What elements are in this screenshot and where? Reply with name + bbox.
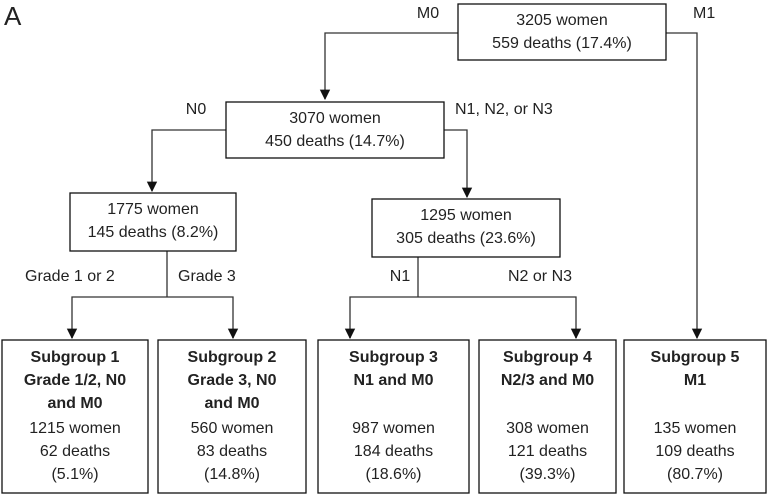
node-box bbox=[225, 101, 445, 159]
subgroup-title: Grade 1/2, N0 bbox=[24, 372, 126, 389]
arrow bbox=[319, 32, 458, 101]
subgroup-title: Subgroup 4 bbox=[503, 349, 592, 366]
subgroup-text: (18.6%) bbox=[365, 466, 421, 483]
subgroup-text: 184 deaths bbox=[354, 443, 433, 460]
subgroup-text: 1215 women bbox=[29, 420, 121, 437]
node-box bbox=[69, 192, 237, 252]
node-text: 450 deaths (14.7%) bbox=[265, 133, 405, 150]
panel-label: A bbox=[4, 1, 22, 31]
subgroup-title: Subgroup 1 bbox=[31, 349, 120, 366]
subgroup-text: 560 women bbox=[191, 420, 274, 437]
subgroup-title: and M0 bbox=[204, 395, 259, 412]
subgroup-text: (5.1%) bbox=[51, 466, 98, 483]
subgroup-box bbox=[1, 339, 149, 494]
node-text: 305 deaths (23.6%) bbox=[396, 230, 536, 247]
edge-label: N2 or N3 bbox=[508, 268, 572, 285]
subgroup-title: Subgroup 3 bbox=[349, 349, 438, 366]
node-text: 3070 women bbox=[289, 110, 381, 127]
subgroup-title: Subgroup 5 bbox=[651, 349, 740, 366]
subgroup-text: 83 deaths bbox=[197, 443, 267, 460]
subgroup-text: 121 deaths bbox=[508, 443, 587, 460]
subgroup-text: 109 deaths bbox=[655, 443, 734, 460]
node-text: 559 deaths (17.4%) bbox=[492, 35, 632, 52]
edge-label: Grade 3 bbox=[178, 268, 236, 285]
edge-label: N0 bbox=[186, 101, 207, 118]
edge-label: N1 bbox=[390, 268, 411, 285]
subgroup-title: Grade 3, N0 bbox=[188, 372, 277, 389]
subgroup-text: 987 women bbox=[352, 420, 435, 437]
node-text: 3205 women bbox=[516, 12, 608, 29]
edge-label: M1 bbox=[693, 5, 715, 22]
subgroup-box bbox=[623, 339, 767, 494]
subgroup-text: (39.3%) bbox=[519, 466, 575, 483]
subgroup-box bbox=[478, 339, 617, 494]
node-text: 145 deaths (8.2%) bbox=[88, 224, 219, 241]
subgroup-text: (80.7%) bbox=[667, 466, 723, 483]
subgroup-box bbox=[157, 339, 307, 494]
edge-label: Grade 1 or 2 bbox=[25, 268, 115, 285]
subgroup-text: 62 deaths bbox=[40, 443, 110, 460]
node-box bbox=[371, 198, 561, 258]
subgroup-title: Subgroup 2 bbox=[188, 349, 277, 366]
connectors bbox=[66, 32, 703, 340]
arrow bbox=[444, 129, 473, 199]
subgroup-text: (14.8%) bbox=[204, 466, 260, 483]
subgroup-title: N1 and M0 bbox=[353, 372, 433, 389]
node-box bbox=[457, 3, 667, 61]
edge-label: N1, N2, or N3 bbox=[455, 101, 553, 118]
arrow bbox=[666, 32, 703, 340]
subgroup-title: M1 bbox=[684, 372, 706, 389]
edge-label: M0 bbox=[417, 5, 439, 22]
line bbox=[71, 296, 234, 338]
subgroup-title: N2/3 and M0 bbox=[501, 372, 594, 389]
subgroup-text: 135 women bbox=[654, 420, 737, 437]
node-text: 1775 women bbox=[107, 201, 199, 218]
subgroup-box bbox=[317, 339, 470, 494]
subgroup-title: and M0 bbox=[47, 395, 102, 412]
node-text: 1295 women bbox=[420, 207, 512, 224]
subgroup-text: 308 women bbox=[506, 420, 589, 437]
line bbox=[349, 296, 577, 338]
arrow bbox=[146, 129, 226, 193]
